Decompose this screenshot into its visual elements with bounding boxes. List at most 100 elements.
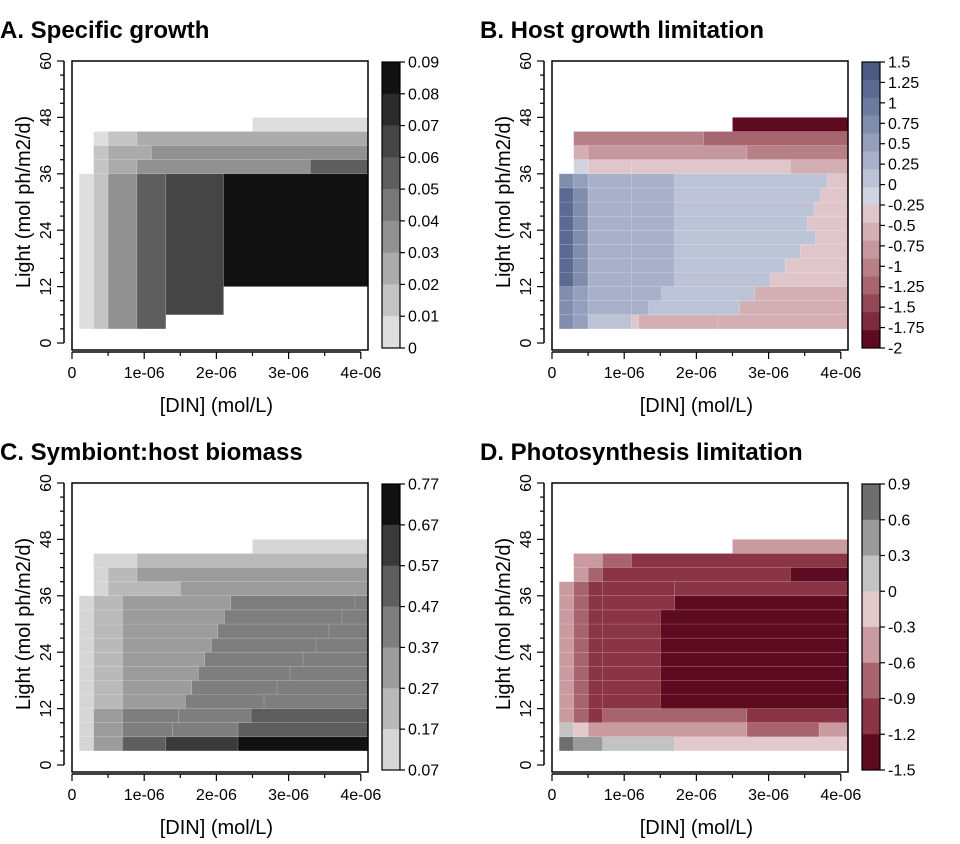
- panel-b: B. Host growth limitation 0 12 24 36 48 60 Ligh…: [480, 0, 960, 422]
- chart-a-xlabel: [DIN] (mol/L): [160, 395, 273, 417]
- chart-b-y-tick-label: 0: [518, 338, 535, 347]
- chart-b-ylabel: Light (mol ph/m2/d): [493, 116, 515, 288]
- chart-b-cell: [587, 286, 632, 301]
- chart-c-cell: [93, 581, 109, 597]
- chart-d-cell: [573, 680, 589, 695]
- chart-c-cell: [217, 623, 330, 639]
- chart-c-cell: [263, 694, 369, 709]
- chart-c-cell: [136, 553, 369, 568]
- chart-c-cell: [122, 651, 206, 667]
- chart-c-cell: [250, 708, 369, 723]
- chart-d-cell: [602, 637, 661, 653]
- chart-c-cell: [122, 736, 167, 752]
- chart-c-colorbar-swatch: [382, 524, 400, 567]
- chart-b-cell: [638, 314, 719, 330]
- chart-b-colorbar-tick-label: 0: [888, 177, 897, 194]
- chart-c-cell: [78, 694, 94, 709]
- chart-d-cell: [602, 553, 632, 568]
- chart-c-colorbar-tick-label: 0.47: [408, 599, 439, 616]
- chart-d-cell: [602, 666, 661, 681]
- chart-b-cell: [631, 229, 675, 245]
- chart-a-y-tick-label: 48: [38, 108, 55, 126]
- chart-a-cell: [165, 173, 224, 316]
- chart-a-cell: [136, 173, 167, 330]
- chart-b-y-tick-label: 12: [518, 278, 535, 296]
- chart-c-cell: [93, 567, 109, 582]
- chart-c-y-tick-label: 48: [38, 530, 55, 548]
- chart-d-x-tick-label: 0: [548, 787, 557, 804]
- chart-b-cell: [813, 201, 849, 217]
- chart-c-cell: [78, 623, 94, 639]
- chart-d-cell: [573, 609, 589, 625]
- chart-a-cell: [252, 117, 369, 132]
- chart-b-cell: [573, 187, 589, 203]
- chart-a-x-tick-label: 2e-06: [196, 365, 237, 382]
- chart-b-cell: [587, 215, 632, 231]
- chart-d-cell: [587, 581, 603, 597]
- chart-d-colorbar-tick-label: -1.2: [888, 727, 916, 744]
- chart-a-colorbar-tick-label: 0.09: [408, 55, 439, 72]
- chart-b-cell: [587, 229, 632, 245]
- chart-d-y-tick-label: 0: [518, 760, 535, 769]
- chart-c-cell: [93, 708, 123, 723]
- chart-d-cell: [631, 553, 849, 568]
- chart-c-cell: [93, 553, 138, 568]
- chart-b-cell: [674, 272, 771, 287]
- chart-d-cell: [558, 722, 574, 738]
- chart-c-y-tick-label: 12: [38, 700, 55, 718]
- chart-c-cells: [78, 539, 369, 752]
- chart-b-cell: [674, 173, 828, 189]
- chart-d-cell: [573, 708, 589, 723]
- chart-a-colorbar-swatch: [382, 252, 400, 285]
- chart-b-y-tick-label: 60: [518, 52, 535, 70]
- chart-a-frame: [71, 60, 369, 351]
- chart-d-colorbar-tick-label: -0.9: [888, 691, 916, 708]
- chart-d-xlabel: [DIN] (mol/L): [640, 817, 753, 839]
- chart-d: D. Photosynthesis limitation 0 12 24 36 48 60 L…: [480, 439, 916, 839]
- chart-b-cell: [674, 244, 801, 259]
- chart-c-cell: [165, 736, 239, 752]
- chart-c-cell: [302, 651, 369, 667]
- chart-c-cell: [93, 666, 123, 681]
- chart-c: C. Symbiont:host biomass 0 12 24 36 48 60 Light…: [0, 439, 439, 839]
- chart-c-ylabel: Light (mol ph/m2/d): [13, 538, 35, 710]
- chart-a-colorbar-swatch: [382, 157, 400, 190]
- chart-b-cell: [717, 314, 849, 330]
- chart-a-cell: [223, 173, 369, 287]
- chart-d-cell: [558, 623, 574, 639]
- chart-d-colorbar-swatch: [862, 627, 880, 664]
- chart-b-cell: [587, 201, 632, 217]
- chart-b-cell: [746, 145, 849, 160]
- chart-b-cell: [587, 145, 748, 160]
- chart-b-colorbar-tick-label: -0.75: [888, 238, 925, 255]
- chart-b-cell: [631, 272, 675, 287]
- chart-d-x-tick-label: 1e-06: [604, 787, 645, 804]
- chart-b-cell: [631, 244, 675, 259]
- chart-d-cell: [558, 609, 574, 625]
- chart-c-cell: [191, 680, 278, 695]
- chart-a-cell: [93, 131, 109, 146]
- chart-d-cell: [660, 609, 849, 625]
- chart-c-x-tick-label: 0: [68, 787, 77, 804]
- chart-b-colorbar-tick-label: 1: [888, 95, 897, 112]
- chart-b-cell: [754, 286, 849, 301]
- chart-b-colorbar-swatch: [862, 222, 880, 242]
- chart-a-colorbar-tick-label: 0.02: [408, 277, 439, 294]
- chart-c-cell: [78, 609, 94, 625]
- chart-b-cell: [648, 300, 740, 316]
- chart-d-cell: [587, 637, 603, 653]
- chart-b-cell: [674, 229, 816, 245]
- chart-c-cell: [78, 736, 94, 752]
- chart-d-cell: [674, 736, 849, 752]
- chart-c-x-tick-label: 3e-06: [268, 787, 309, 804]
- chart-a-colorbar-swatch: [382, 189, 400, 222]
- chart-d-cell: [660, 623, 849, 639]
- chart-b-cell: [631, 258, 675, 273]
- chart-b-colorbar-tick-label: 0.5: [888, 136, 910, 153]
- chart-c-cell: [122, 637, 212, 653]
- chart-a-cell: [78, 173, 94, 330]
- chart-b-colorbar-swatch: [862, 62, 880, 81]
- chart-b-y-tick-label: 36: [518, 165, 535, 183]
- chart-d-cell: [573, 595, 589, 611]
- chart-c-cell: [93, 651, 123, 667]
